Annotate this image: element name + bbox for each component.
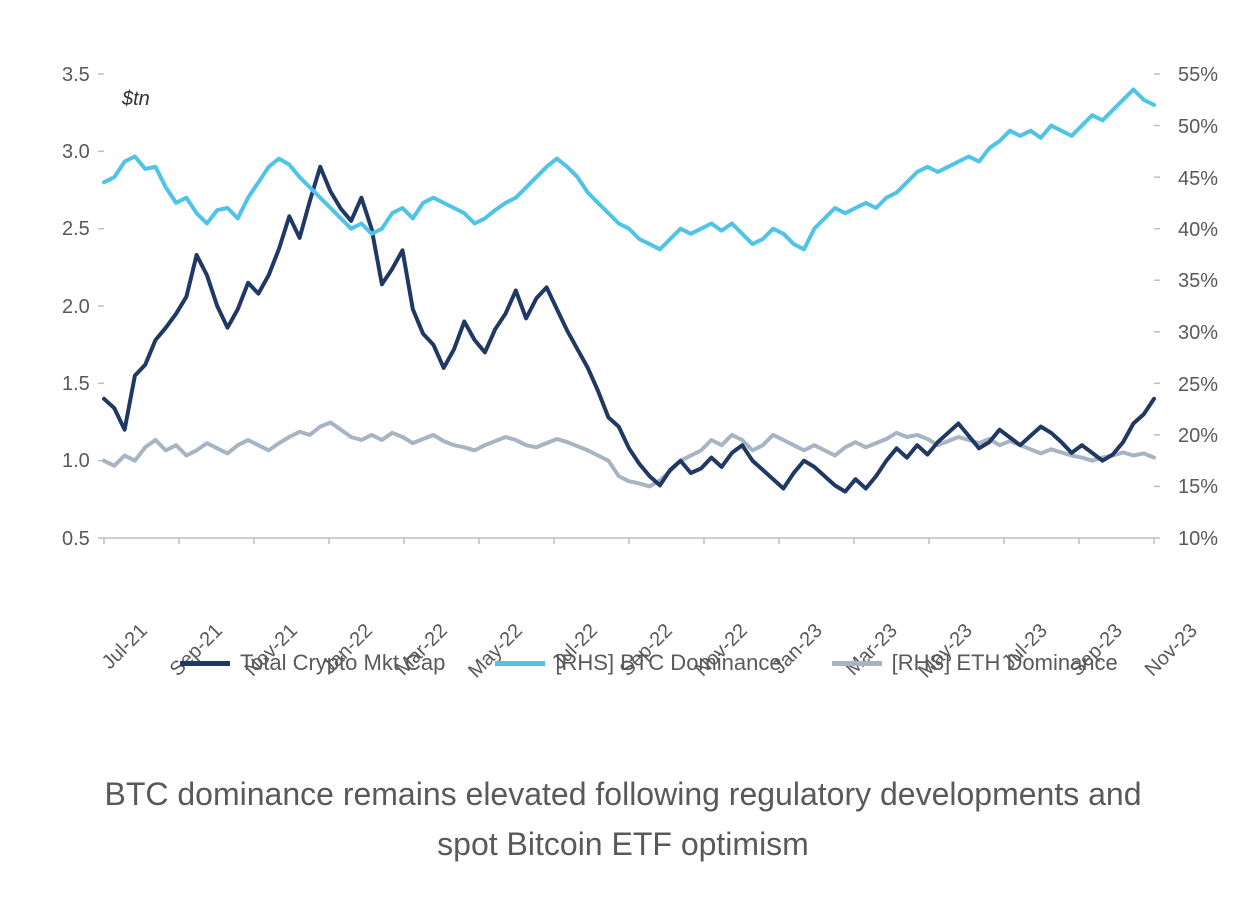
legend-item-0: Total Crypto Mkt Cap: [180, 650, 445, 676]
legend-swatch-1: [495, 661, 545, 666]
legend-item-1: [RHS] BTC Dominance: [495, 650, 781, 676]
x-tick-14: Nov-23: [1123, 620, 1203, 700]
x-tick-0: Jul-21: [73, 620, 153, 700]
line-chart: [0, 0, 1246, 560]
figure-container: $tn 0.5 1.0 1.5 2.0 2.5 3.0 3.5 10% 15% …: [0, 0, 1246, 922]
legend-item-2: [RHS] ETH Dominance: [832, 650, 1118, 676]
legend-swatch-0: [180, 661, 230, 666]
legend-label-1: [RHS] BTC Dominance: [555, 650, 781, 676]
legend-label-0: Total Crypto Mkt Cap: [240, 650, 445, 676]
legend-swatch-2: [832, 661, 882, 666]
caption: BTC dominance remains elevated following…: [100, 770, 1146, 869]
legend: Total Crypto Mkt Cap [RHS] BTC Dominance…: [180, 650, 1118, 676]
legend-label-2: [RHS] ETH Dominance: [892, 650, 1118, 676]
